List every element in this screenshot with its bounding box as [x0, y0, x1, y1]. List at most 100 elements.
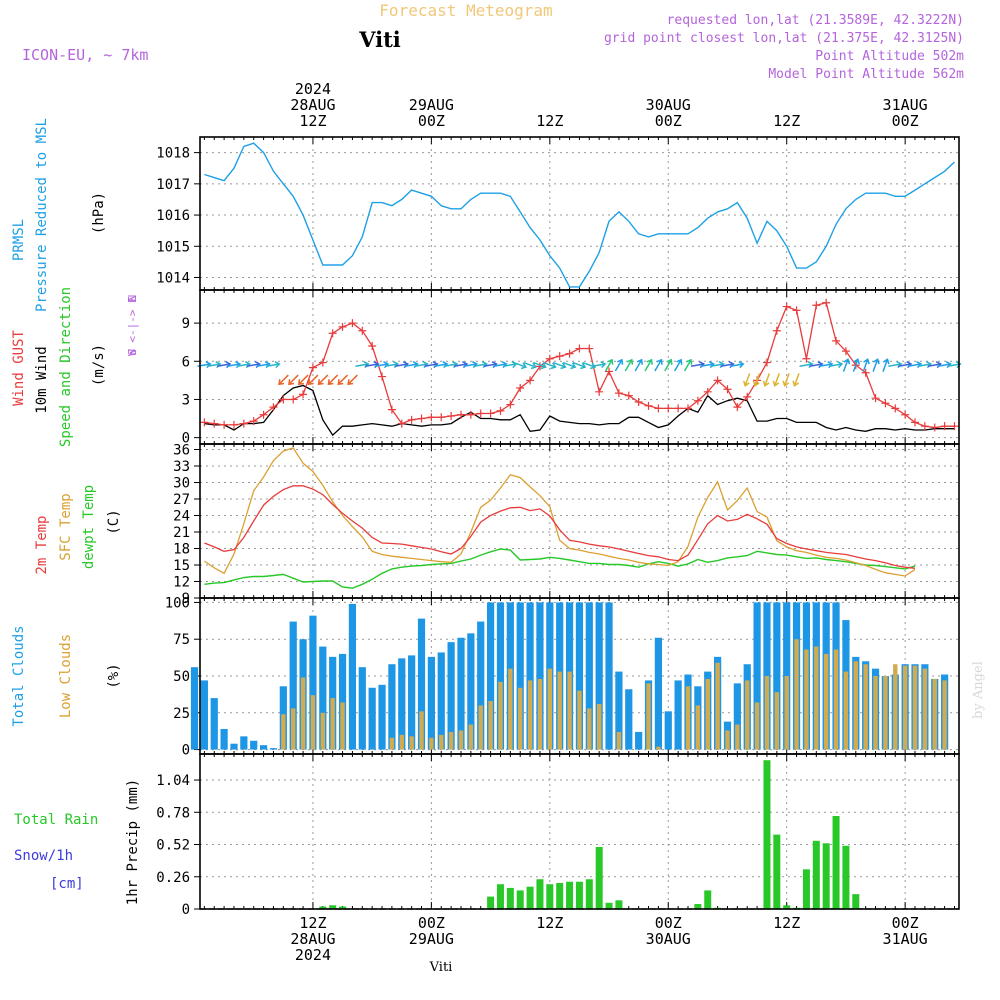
- panel-pressure: 1014 1015 1016 1017 1018: [156, 136, 960, 291]
- low-cloud-bar: [902, 665, 908, 750]
- total-cloud-bar: [635, 731, 643, 750]
- wind-arrow-shape: [278, 374, 289, 386]
- wind-arrow-icon: [592, 361, 607, 369]
- total-cloud-bar: [773, 602, 781, 750]
- gust-marker: [792, 306, 801, 315]
- low-cloud-bar: [745, 680, 750, 750]
- gust-marker: [496, 406, 505, 415]
- gust-marker: [447, 412, 456, 420]
- top-time-label: 00Z: [655, 112, 682, 130]
- wind-arrow-icon: [654, 358, 663, 372]
- gust-marker: [832, 336, 841, 345]
- low-cloud-bar: [468, 724, 474, 750]
- temp-unit: (C): [106, 509, 122, 534]
- gust-marker: [397, 419, 406, 428]
- chart-title: Forecast Meteogram: [379, 1, 552, 20]
- gust-marker: [841, 347, 850, 356]
- low-cloud-bar: [330, 698, 335, 750]
- wind-arrow-icon: [888, 361, 903, 369]
- bottom-time-label: 00Z: [418, 914, 445, 932]
- gust-marker: [930, 423, 939, 432]
- low-cloud-bar: [893, 664, 898, 750]
- compass-north: N: [126, 295, 139, 302]
- low-cloud-bar: [320, 712, 326, 750]
- gust-marker: [614, 389, 623, 398]
- low-cloud-bar: [695, 705, 701, 750]
- panel-precipitation: 0 0.26 0.52 0.78 1.04: [156, 753, 960, 918]
- low-cloud-bar: [656, 746, 661, 750]
- low-cloud-bar: [587, 708, 592, 750]
- total-cloud-bar: [753, 602, 761, 750]
- pressure-labels: PRMSL Pressure Reduced to MSL (hPa): [11, 118, 107, 312]
- low-cloud-bar: [814, 646, 819, 750]
- total-cloud-bar: [526, 602, 534, 750]
- wind-arrow-icon: [683, 358, 693, 372]
- y-tick-label: 50: [173, 669, 190, 685]
- gust-marker: [871, 394, 880, 403]
- y-tick-label: 1015: [156, 239, 190, 255]
- gust-marker: [279, 395, 288, 404]
- watermark: by Angel: [971, 661, 986, 719]
- low-cloud-bar: [735, 724, 740, 750]
- y-tick-label: 30: [173, 476, 190, 492]
- y-tick-label: 12: [173, 575, 190, 591]
- panel-frame: [199, 753, 960, 910]
- y-tick-label: 9: [182, 591, 190, 607]
- rain-bar: [516, 890, 524, 909]
- precip-unit: 1hr Precip (mm): [125, 779, 141, 905]
- wind-arrow-shape: [872, 358, 880, 372]
- bottom-time-label: 31AUG: [883, 930, 928, 948]
- total-cloud-bar: [388, 664, 396, 750]
- rain-bar: [842, 845, 850, 909]
- wind-arrow-icon: [197, 361, 212, 369]
- low-cloud-bar: [458, 730, 464, 750]
- low-cloud-bar: [715, 662, 720, 750]
- wind-arrow-shape: [654, 358, 663, 372]
- total-cloud-bar: [408, 655, 416, 750]
- low-cloud-bar: [557, 671, 562, 750]
- y-tick-label: 24: [173, 509, 190, 525]
- rain-bar: [329, 905, 337, 909]
- total-cloud-bar: [210, 698, 218, 750]
- wind-arrow-icon: [690, 361, 706, 369]
- rain-bar: [319, 906, 327, 909]
- low-cloud-bar: [794, 639, 799, 750]
- gust-marker: [338, 322, 347, 331]
- panel-frame: [199, 443, 960, 599]
- low-cloud-bar: [439, 734, 444, 750]
- gust-marker: [328, 329, 337, 338]
- low-cloud-bar: [508, 668, 513, 750]
- temp-2m-line: [204, 485, 916, 569]
- wind-arrow-shape: [542, 361, 557, 370]
- pressure-label-msl: Pressure Reduced to MSL: [34, 118, 50, 312]
- y-tick-label: 0.78: [156, 805, 190, 821]
- wind-label-direction: Speed and Direction: [58, 287, 74, 447]
- y-tick-label: 6: [182, 354, 190, 370]
- gust-marker: [713, 376, 722, 385]
- total-cloud-bar: [240, 736, 248, 750]
- low-cloud-bar: [804, 649, 809, 750]
- gust-marker: [299, 390, 308, 399]
- low-cloud-bar: [646, 683, 651, 750]
- gust-marker: [891, 404, 900, 413]
- low-cloud-bar: [547, 668, 553, 750]
- gust-marker: [387, 405, 396, 414]
- gust-marker: [693, 396, 702, 405]
- y-tick-label: 0: [182, 902, 190, 918]
- wind-arrow-shape: [690, 361, 706, 369]
- wind-arrow-shape: [772, 373, 780, 387]
- precip-label-snow: Snow/1h: [14, 848, 73, 864]
- model-point-altitude: Model Point Altitude 562m: [768, 67, 964, 82]
- low-cloud-bar: [577, 690, 582, 750]
- y-tick-label: 15: [173, 558, 190, 574]
- y-tick-label: 1.04: [156, 773, 190, 789]
- low-cloud-bar: [281, 714, 286, 750]
- low-cloud-bar: [912, 665, 918, 750]
- wind-arrow-shape: [347, 374, 358, 386]
- gust-marker: [674, 404, 683, 413]
- requested-coordinates: requested lon,lat (21.3589E, 42.3222N): [667, 13, 964, 28]
- wind-arrow-icon: [266, 361, 281, 369]
- bottom-time-label: 2024: [295, 946, 331, 964]
- gust-marker: [229, 420, 238, 429]
